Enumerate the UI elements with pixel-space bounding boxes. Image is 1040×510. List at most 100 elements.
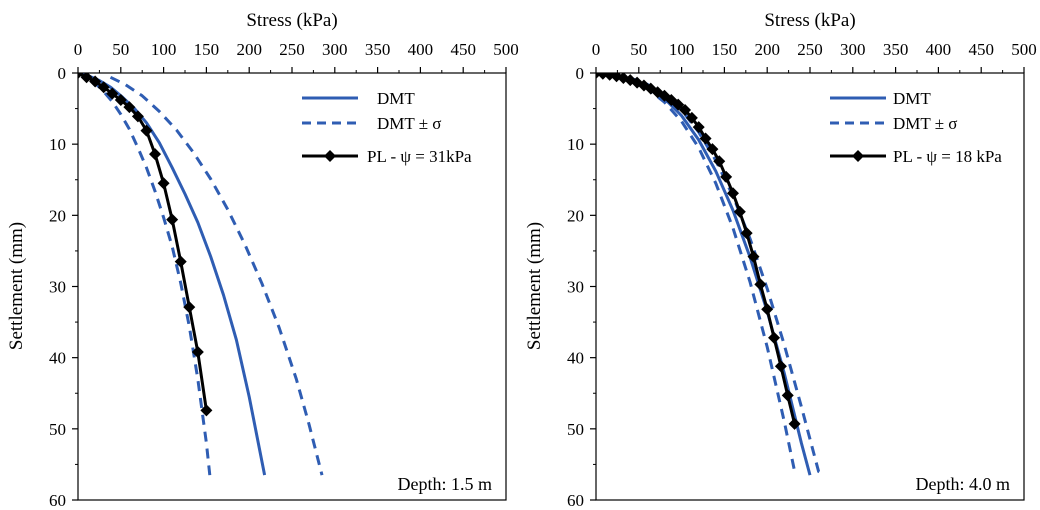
- y-tick-label: 50: [567, 420, 584, 439]
- y-tick-label: 60: [567, 491, 584, 510]
- y-tick-label: 20: [567, 206, 584, 225]
- pl-data-point: [774, 360, 787, 373]
- x-tick-label: 0: [74, 40, 83, 59]
- x-tick-label: 400: [408, 40, 434, 59]
- legend-label-dmt-sigma: DMT ± σ: [377, 114, 441, 133]
- legend-label-pl: PL - ψ = 31kPa: [367, 147, 472, 166]
- pl-data-point: [672, 98, 685, 111]
- pl-data-point: [761, 303, 774, 316]
- pl-data-point: [174, 255, 187, 268]
- pl-data-point: [754, 278, 767, 291]
- chart-panel-depth-4-0m: Stress (kPa) Settlement (mm) 0 50 100 150 20…: [524, 10, 1037, 510]
- pl-data-point: [140, 124, 153, 137]
- pl-data-point: [183, 301, 196, 314]
- pl-data-point: [78, 73, 84, 79]
- legend-label-dmt-sigma: DMT ± σ: [893, 114, 957, 133]
- x-tick-label: 100: [151, 40, 177, 59]
- series-line-dmt-sigma: [78, 73, 212, 476]
- pl-data-point: [733, 205, 746, 218]
- x-tick-label: 500: [1011, 40, 1037, 59]
- x-tick-label: 50: [630, 40, 647, 59]
- legend: DMT DMT ± σ PL - ψ = 31kPa: [302, 89, 472, 166]
- pl-data-point: [699, 132, 712, 145]
- pl-data-point: [720, 170, 733, 183]
- chart-panel-depth-1-5m: Stress (kPa) Settlement (mm) 0 50 100 150 20…: [6, 10, 519, 510]
- pl-data-point: [166, 213, 179, 226]
- y-axis-title: Settlement (mm): [524, 222, 545, 350]
- y-axis-title: Settlement (mm): [6, 222, 27, 350]
- pl-data-point: [89, 75, 102, 88]
- legend-label-pl: PL - ψ = 18 kPa: [893, 147, 1002, 166]
- pl-data-point: [610, 73, 623, 83]
- pl-data-point: [131, 110, 144, 123]
- pl-data-point: [713, 155, 726, 168]
- series-line-dmt: [78, 73, 267, 476]
- series-layer: [78, 73, 324, 476]
- x-tick-label: 100: [669, 40, 695, 59]
- pl-data-point: [706, 143, 719, 156]
- x-tick-label: 450: [450, 40, 476, 59]
- y-tick-label: 10: [49, 135, 66, 154]
- x-tick-label: 300: [322, 40, 348, 59]
- y-tick-label: 50: [49, 420, 66, 439]
- y-tick-label: 40: [49, 349, 66, 368]
- y-tick-label: 60: [49, 491, 66, 510]
- x-tick-label: 350: [365, 40, 391, 59]
- legend-marker-pl: [852, 150, 864, 162]
- y-tick-label: 10: [567, 135, 584, 154]
- pl-data-point: [617, 73, 630, 84]
- x-axis-title: Stress (kPa): [764, 10, 855, 31]
- axis-ticks: 0 50 100 150 200 250 300 350 400 450 500 0 10 20 30 40 5…: [567, 40, 1037, 510]
- x-tick-label: 200: [236, 40, 262, 59]
- pl-data-point: [740, 227, 753, 240]
- depth-annotation: Depth: 1.5 m: [398, 474, 493, 494]
- series-line-pl: [78, 73, 208, 411]
- pl-data-point: [679, 104, 692, 117]
- x-tick-label: 0: [592, 40, 601, 59]
- pl-data-point: [106, 87, 119, 100]
- y-tick-label: 30: [567, 278, 584, 297]
- pl-data-point: [747, 250, 760, 263]
- series-layer: [596, 73, 827, 477]
- x-tick-label: 450: [968, 40, 994, 59]
- pl-data-point: [200, 404, 213, 417]
- legend-label-dmt: DMT: [377, 89, 415, 108]
- pl-data-point: [114, 94, 127, 107]
- x-tick-label: 50: [112, 40, 129, 59]
- pl-data-point: [80, 73, 93, 84]
- x-tick-label: 400: [926, 40, 952, 59]
- x-tick-label: 200: [754, 40, 780, 59]
- pl-data-point: [157, 177, 170, 190]
- pl-data-point: [781, 389, 794, 402]
- pl-data-point: [149, 148, 162, 161]
- pl-data-point: [685, 111, 698, 124]
- depth-annotation: Depth: 4.0 m: [916, 474, 1011, 494]
- y-tick-label: 0: [58, 64, 67, 83]
- x-tick-label: 350: [883, 40, 909, 59]
- series-line-dmt-sigma: [109, 75, 324, 476]
- x-tick-label: 250: [279, 40, 305, 59]
- pl-data-point: [692, 121, 705, 134]
- pl-data-point: [788, 417, 801, 430]
- y-tick-label: 30: [49, 278, 66, 297]
- y-tick-label: 40: [567, 349, 584, 368]
- plot-frame: [77, 72, 507, 501]
- x-axis-title: Stress (kPa): [246, 10, 337, 31]
- x-tick-label: 500: [493, 40, 519, 59]
- x-tick-label: 150: [194, 40, 220, 59]
- x-tick-label: 150: [712, 40, 738, 59]
- pl-data-point: [97, 81, 110, 94]
- x-tick-label: 250: [797, 40, 823, 59]
- axis-ticks: 0 50 100 150 200 250 300 350 400 450 500 0 10 20 30 40 5…: [49, 40, 519, 510]
- legend-label-dmt: DMT: [893, 89, 931, 108]
- pl-data-point: [768, 331, 781, 344]
- pl-data-point: [191, 345, 204, 358]
- legend-marker-pl: [324, 150, 336, 162]
- legend: DMT DMT ± σ PL - ψ = 18 kPa: [830, 89, 1002, 166]
- pl-data-point: [726, 187, 739, 200]
- y-tick-label: 0: [576, 64, 585, 83]
- x-tick-label: 300: [840, 40, 866, 59]
- y-tick-label: 20: [49, 206, 66, 225]
- pl-data-point: [123, 101, 136, 114]
